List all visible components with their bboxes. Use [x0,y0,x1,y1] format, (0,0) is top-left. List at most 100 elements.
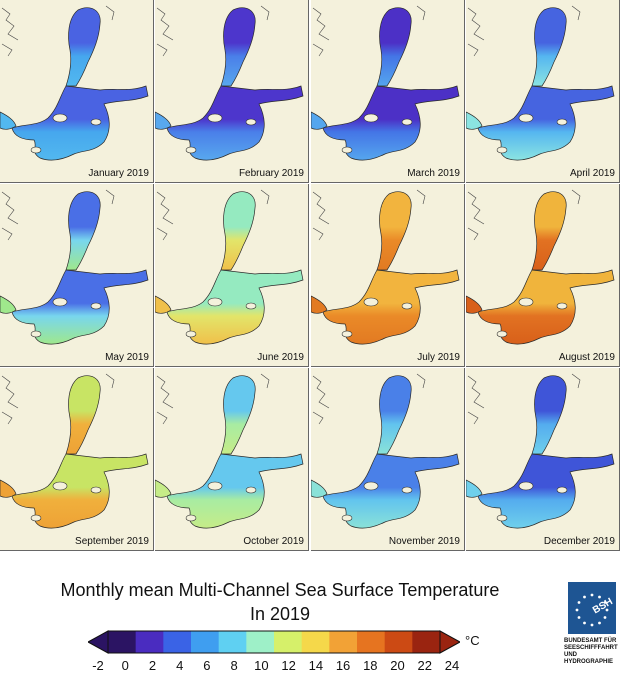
colorbar-low-arrow [88,630,109,654]
baltic-proper [11,85,149,161]
island [496,146,508,154]
island [556,486,568,494]
gulf-of-bothnia [531,7,567,87]
month-label: November 2019 [388,536,460,547]
colorbar-segment [329,631,358,653]
colorbar-high-arrow [439,630,460,654]
island [52,481,68,491]
island [185,146,197,154]
logo-star [605,608,609,612]
sea-surface-map [466,189,615,345]
colorbar-segment [246,631,275,653]
kattegat [155,479,172,498]
island [207,481,223,491]
coastline-detail [156,5,288,97]
sea-surface-map [155,189,304,345]
colorbar-tick-label: 12 [281,658,296,673]
colorbar-segment [274,631,303,653]
coastline-detail [156,189,288,281]
colorbar-segment [384,631,413,653]
island [52,113,68,123]
baltic-proper [166,269,304,345]
island [185,514,197,522]
island [363,481,379,491]
island [341,146,353,154]
month-label: May 2019 [105,352,149,363]
gulf-of-bothnia [376,7,412,87]
island [245,302,257,310]
colorbar-tick-label: 14 [308,658,324,673]
island [90,118,102,126]
month-map-panel: June 2019 [155,184,309,367]
island [341,330,353,338]
island [363,113,379,123]
island [90,486,102,494]
bsh-logo: BSH [568,582,616,634]
colorbar-tick-label: -2 [92,658,104,673]
island [90,302,102,310]
coastline-detail [312,5,444,97]
island [401,486,413,494]
colorbar-tick-label: 20 [390,658,405,673]
month-label: April 2019 [569,168,615,179]
svg-text:BSH: BSH [591,596,615,616]
island [556,302,568,310]
month-label: March 2019 [407,168,460,179]
map-panel-grid: January 2019 February 2019 March 2019 Ap… [0,0,620,551]
logo-star [603,601,607,604]
island [30,330,42,338]
logo-star [590,623,594,627]
kattegat [466,295,483,314]
month-map-panel: February 2019 [155,0,309,183]
gulf-of-bothnia [220,7,256,87]
colorbar-segment [135,631,164,653]
month-map-panel: March 2019 [311,0,465,183]
island [245,486,257,494]
island [556,118,568,126]
month-map-panel: September 2019 [0,368,154,551]
month-label: June 2019 [257,352,304,363]
colorbar-tick-label: 2 [148,658,157,673]
month-label: October 2019 [243,536,304,547]
colorbar-segment [163,631,192,653]
logo-star [575,608,579,612]
kattegat [311,295,328,314]
baltic-proper [322,453,460,529]
gulf-of-bothnia [531,191,567,271]
kattegat [0,295,17,314]
month-map-panel: January 2019 [0,0,154,183]
colorbar-unit: °C [465,633,480,648]
baltic-proper [477,453,615,529]
month-map-panel: August 2019 [466,184,620,367]
island [401,118,413,126]
island [518,297,534,307]
island [518,481,534,491]
colorbar-tick-label: 8 [230,658,238,673]
logo-star [583,595,586,599]
gulf-of-bothnia [220,375,256,455]
figure-title: Monthly mean Multi-Channel Sea Surface T… [60,580,500,600]
coastline-detail [1,189,133,281]
island [30,514,42,522]
coastline-detail [467,5,599,97]
colorbar-tick-label: 18 [363,658,378,673]
colorbar-tick-label: 22 [417,658,432,673]
month-label: January 2019 [88,168,149,179]
coastline-detail [156,373,288,465]
logo-star [598,595,601,599]
logo-star [577,616,581,619]
colorbar-segment [357,631,386,653]
gulf-of-bothnia [65,375,101,455]
sea-surface-map [466,5,615,161]
sea-surface-map [466,373,615,529]
month-map-panel: December 2019 [466,368,620,551]
colorbar-tick-label: 24 [444,658,460,673]
island [518,113,534,123]
logo-star [590,593,594,597]
colorbar [88,630,460,654]
month-map-panel: April 2019 [466,0,620,183]
baltic-proper [11,269,149,345]
island [185,330,197,338]
month-label: February 2019 [238,168,304,179]
kattegat [0,479,17,498]
